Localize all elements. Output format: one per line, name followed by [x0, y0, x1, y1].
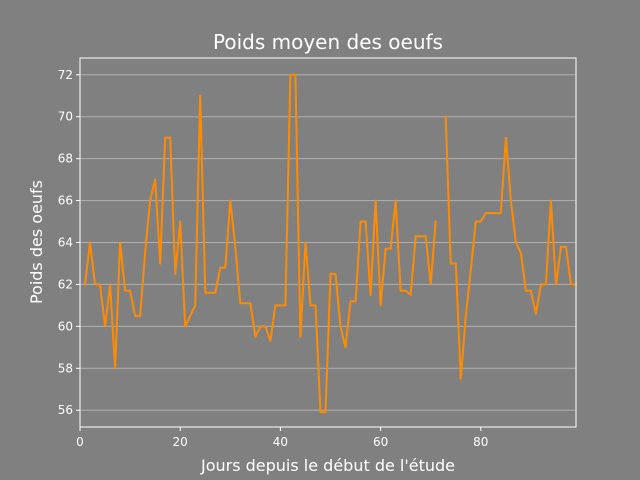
y-axis: 56 58 60 62 64 66 68 70 72: [58, 68, 80, 417]
series-line: [83, 73, 437, 414]
y-axis-label: Poids des oeufs: [27, 180, 46, 304]
y-tick-label: 56: [58, 403, 73, 417]
y-tick-label: 70: [58, 110, 73, 124]
x-axis: 0 20 40 60 80: [76, 427, 488, 449]
x-axis-label: Jours depuis le début de l'étude: [200, 456, 455, 475]
x-tick-label: 40: [273, 435, 288, 449]
chart-title: Poids moyen des oeufs: [213, 30, 443, 54]
y-tick-label: 60: [58, 319, 73, 333]
x-tick-label: 20: [173, 435, 188, 449]
x-tick-label: 0: [76, 435, 84, 449]
x-tick-label: 80: [473, 435, 488, 449]
y-tick-label: 58: [58, 361, 73, 375]
series-layer: [83, 73, 577, 414]
y-tick-label: 62: [58, 277, 73, 291]
series-line: [444, 115, 577, 380]
y-tick-label: 68: [58, 152, 73, 166]
y-tick-label: 64: [58, 236, 73, 250]
y-tick-label: 66: [58, 194, 73, 208]
x-tick-label: 60: [373, 435, 388, 449]
y-tick-label: 72: [58, 68, 73, 82]
